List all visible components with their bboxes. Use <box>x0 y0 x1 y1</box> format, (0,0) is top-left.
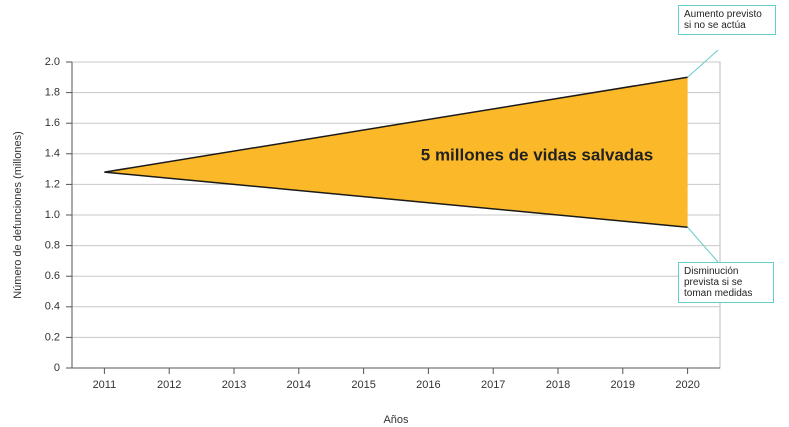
y-tick-label: 0.2 <box>45 331 60 343</box>
x-tick-label: 2017 <box>481 379 505 391</box>
series-line <box>104 171 688 228</box>
x-tick-label: 2013 <box>222 379 246 391</box>
y-tick-label: 1.4 <box>45 148 60 160</box>
area-fill <box>104 77 688 228</box>
y-axis-label: Número de defunciones (millones) <box>12 131 24 299</box>
annotation: 5 millones de vidas salvadas <box>421 145 653 164</box>
y-tick-label: 0.6 <box>45 270 60 282</box>
y-tick-label: 0.4 <box>45 301 60 313</box>
callout-upper: Aumento previsto si no se actúa <box>678 5 776 35</box>
series-line <box>104 76 688 173</box>
y-tick-label: 1.8 <box>45 87 60 99</box>
callout-pointer <box>687 49 719 78</box>
callout-pointer <box>687 226 719 263</box>
y-tick-label: 0 <box>54 362 60 374</box>
x-tick-label: 2016 <box>416 379 440 391</box>
x-tick-label: 2014 <box>287 379 311 391</box>
y-tick-label: 1.0 <box>45 209 60 221</box>
x-tick-label: 2020 <box>675 379 699 391</box>
x-tick-label: 2015 <box>351 379 375 391</box>
x-tick-label: 2012 <box>157 379 181 391</box>
x-tick-label: 2019 <box>611 379 635 391</box>
y-tick-label: 2.0 <box>45 56 60 68</box>
callout-lower: Disminución prevista si se toman medidas <box>678 262 774 303</box>
y-tick-label: 1.2 <box>45 178 60 190</box>
y-tick-label: 0.8 <box>45 240 60 252</box>
y-tick-label: 1.6 <box>45 117 60 129</box>
x-tick-label: 2018 <box>546 379 570 391</box>
x-axis-label: Años <box>383 414 409 426</box>
x-tick-label: 2011 <box>93 379 117 391</box>
